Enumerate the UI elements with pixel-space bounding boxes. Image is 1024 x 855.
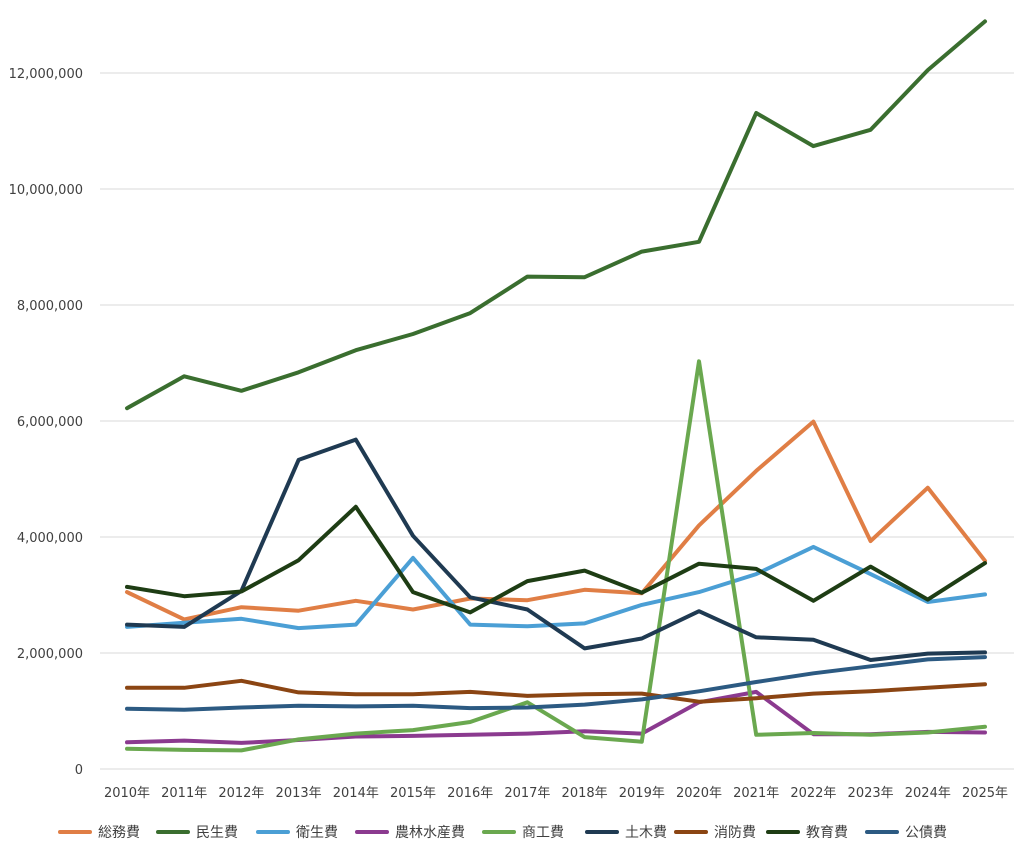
y-tick-label: 6,000,000 <box>17 415 83 430</box>
x-tick-label: 2016年 <box>447 786 493 801</box>
series-line-2 <box>125 19 987 411</box>
legend-label: 民生費 <box>196 825 238 841</box>
series-line-1 <box>125 419 987 622</box>
x-tick-label: 2011年 <box>161 786 207 801</box>
legend-label: 公債費 <box>905 825 947 841</box>
x-tick-label: 2015年 <box>390 786 436 801</box>
y-tick-label: 8,000,000 <box>17 299 83 314</box>
y-tick-label: 4,000,000 <box>17 531 83 546</box>
x-tick-label: 2017年 <box>504 786 550 801</box>
series-line-8 <box>125 504 987 615</box>
legend-label: 総務費 <box>98 825 140 841</box>
legend-label: 商工費 <box>522 825 564 841</box>
x-tick-label: 2023年 <box>848 786 894 801</box>
x-axis-tick-labels: 2010年 2011年 2012年 2013年 2014年 2015年 2016年 2017年… <box>104 786 1008 801</box>
y-axis-tick-labels: 0 2,000,000 4,000,000 6,000,000 8,000,000 10,… <box>9 67 83 778</box>
x-tick-label: 2010年 <box>104 786 150 801</box>
y-tick-label: 10,000,000 <box>9 183 83 198</box>
y-tick-label: 2,000,000 <box>17 647 83 662</box>
x-tick-label: 2020年 <box>676 786 722 801</box>
legend: 総務費 民生費 衛生費 農林水産費 商工費 土木費 消防費 教育費 公債費 <box>58 825 947 841</box>
x-tick-label: 2018年 <box>562 786 608 801</box>
legend-label: 教育費 <box>806 825 848 841</box>
x-tick-label: 2024年 <box>905 786 951 801</box>
legend-label: 衛生費 <box>296 825 338 841</box>
x-tick-label: 2019年 <box>619 786 665 801</box>
gridlines <box>100 72 1014 770</box>
x-tick-label: 2025年 <box>962 786 1008 801</box>
x-tick-label: 2013年 <box>276 786 322 801</box>
x-tick-label: 2014年 <box>333 786 379 801</box>
x-tick-label: 2022年 <box>790 786 836 801</box>
legend-label: 農林水産費 <box>395 825 465 841</box>
series-lines <box>125 19 987 753</box>
series-line-7 <box>125 678 987 704</box>
legend-label: 消防費 <box>714 825 756 841</box>
series-line-5 <box>125 359 987 753</box>
y-tick-label: 0 <box>75 763 83 778</box>
series-line-6 <box>125 437 987 662</box>
series-line-3 <box>125 544 987 631</box>
series-line-9 <box>125 655 987 712</box>
x-tick-label: 2012年 <box>218 786 264 801</box>
y-tick-label: 12,000,000 <box>9 67 83 82</box>
legend-label: 土木費 <box>625 825 667 841</box>
x-tick-label: 2021年 <box>733 786 779 801</box>
